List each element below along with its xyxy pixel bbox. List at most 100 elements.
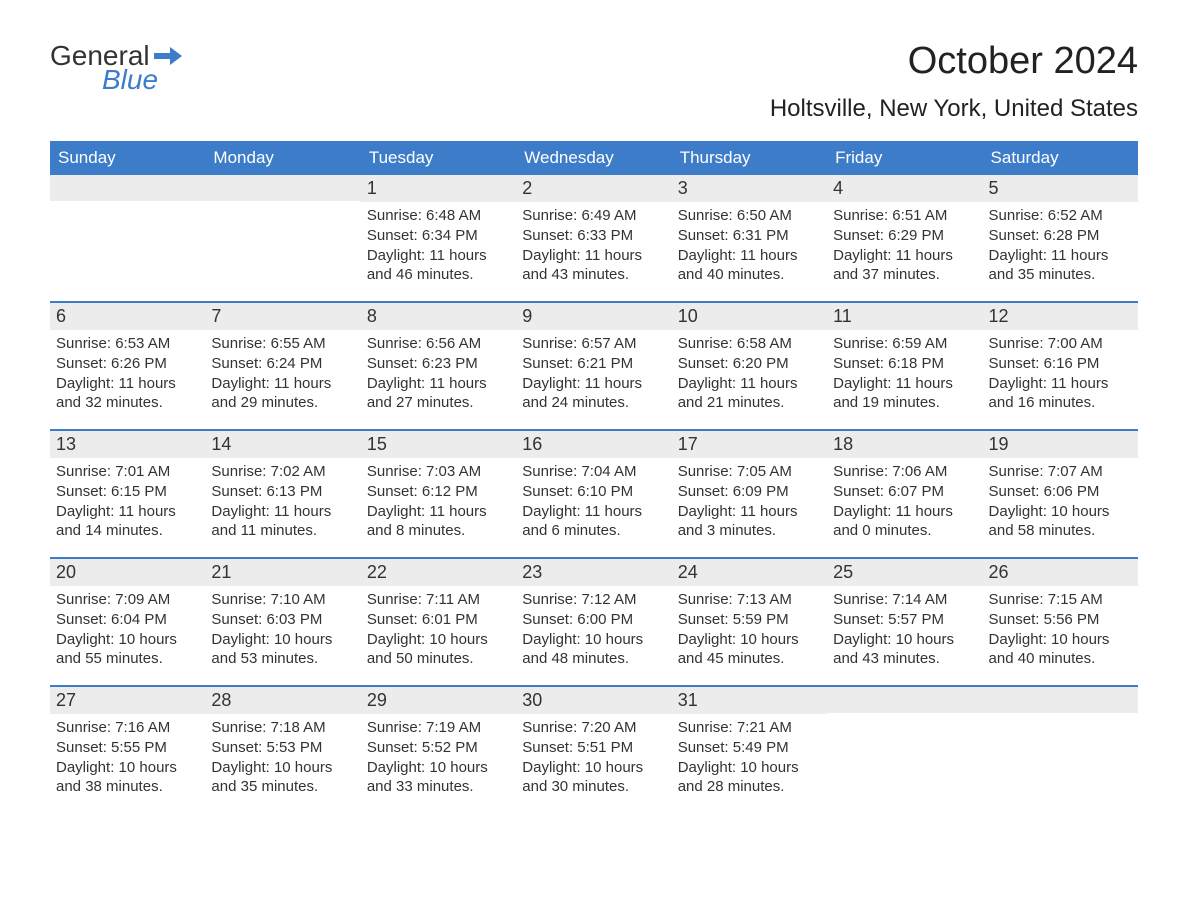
day-data-line: Sunrise: 7:14 AM [833, 590, 976, 610]
day-data: Sunrise: 7:11 AMSunset: 6:01 PMDaylight:… [361, 586, 516, 677]
day-data-line: Sunrise: 6:58 AM [678, 334, 821, 354]
day-number: 30 [516, 687, 671, 714]
day-data: Sunrise: 6:52 AMSunset: 6:28 PMDaylight:… [983, 202, 1138, 293]
day-data-line: and 37 minutes. [833, 265, 976, 285]
day-data-line: Sunset: 6:34 PM [367, 226, 510, 246]
logo-word2: Blue [102, 64, 182, 96]
day-data-line: Sunrise: 7:11 AM [367, 590, 510, 610]
day-data-line: and 30 minutes. [522, 777, 665, 797]
day-data: Sunrise: 7:13 AMSunset: 5:59 PMDaylight:… [672, 586, 827, 677]
day-data-line: and 11 minutes. [211, 521, 354, 541]
day-cell: 13Sunrise: 7:01 AMSunset: 6:15 PMDayligh… [50, 431, 205, 557]
day-data: Sunrise: 7:16 AMSunset: 5:55 PMDaylight:… [50, 714, 205, 805]
day-data-line: Sunset: 5:56 PM [989, 610, 1132, 630]
week-row: 1Sunrise: 6:48 AMSunset: 6:34 PMDaylight… [50, 175, 1138, 301]
day-data-line: Sunrise: 7:05 AM [678, 462, 821, 482]
day-data-line: Sunrise: 7:01 AM [56, 462, 199, 482]
day-data-line: Sunset: 5:51 PM [522, 738, 665, 758]
day-data-line: Sunset: 5:49 PM [678, 738, 821, 758]
title-block: October 2024 Holtsville, New York, Unite… [770, 40, 1138, 123]
day-data-line: Sunset: 6:16 PM [989, 354, 1132, 374]
day-data-line: Sunset: 5:53 PM [211, 738, 354, 758]
day-data: Sunrise: 6:57 AMSunset: 6:21 PMDaylight:… [516, 330, 671, 421]
day-cell: 27Sunrise: 7:16 AMSunset: 5:55 PMDayligh… [50, 687, 205, 813]
day-data-line: and 19 minutes. [833, 393, 976, 413]
day-number: 26 [983, 559, 1138, 586]
day-data-line: Sunset: 6:20 PM [678, 354, 821, 374]
day-data-line: and 43 minutes. [833, 649, 976, 669]
day-number: 18 [827, 431, 982, 458]
day-number [827, 687, 982, 713]
day-data-line: and 35 minutes. [211, 777, 354, 797]
day-number: 12 [983, 303, 1138, 330]
day-data-line: Daylight: 11 hours [211, 502, 354, 522]
day-data-line: Daylight: 11 hours [833, 246, 976, 266]
day-data-line: and 40 minutes. [989, 649, 1132, 669]
day-data-line: and 50 minutes. [367, 649, 510, 669]
day-data-line: and 53 minutes. [211, 649, 354, 669]
day-data-line: Sunset: 6:07 PM [833, 482, 976, 502]
day-number: 24 [672, 559, 827, 586]
day-data: Sunrise: 6:58 AMSunset: 6:20 PMDaylight:… [672, 330, 827, 421]
day-data: Sunrise: 6:48 AMSunset: 6:34 PMDaylight:… [361, 202, 516, 293]
day-data: Sunrise: 7:01 AMSunset: 6:15 PMDaylight:… [50, 458, 205, 549]
day-data-line: Daylight: 11 hours [989, 246, 1132, 266]
day-data-line: Daylight: 10 hours [522, 630, 665, 650]
day-data-line: Daylight: 10 hours [367, 758, 510, 778]
day-data-line: Daylight: 11 hours [833, 374, 976, 394]
day-data-line: and 28 minutes. [678, 777, 821, 797]
day-data: Sunrise: 6:55 AMSunset: 6:24 PMDaylight:… [205, 330, 360, 421]
day-data-line: Daylight: 11 hours [833, 502, 976, 522]
day-cell: 19Sunrise: 7:07 AMSunset: 6:06 PMDayligh… [983, 431, 1138, 557]
day-data-line: and 38 minutes. [56, 777, 199, 797]
day-number: 11 [827, 303, 982, 330]
day-number: 7 [205, 303, 360, 330]
day-number: 19 [983, 431, 1138, 458]
day-header: Monday [205, 141, 360, 175]
day-number: 1 [361, 175, 516, 202]
day-data-line: Daylight: 10 hours [522, 758, 665, 778]
day-data-line: Sunset: 5:59 PM [678, 610, 821, 630]
day-data-line: and 6 minutes. [522, 521, 665, 541]
logo: General Blue [50, 40, 182, 96]
day-data-line: Daylight: 10 hours [989, 502, 1132, 522]
day-data-line: Daylight: 11 hours [678, 502, 821, 522]
day-cell: 5Sunrise: 6:52 AMSunset: 6:28 PMDaylight… [983, 175, 1138, 301]
day-data-line: Sunset: 6:12 PM [367, 482, 510, 502]
day-data: Sunrise: 7:04 AMSunset: 6:10 PMDaylight:… [516, 458, 671, 549]
day-data-line: Sunrise: 7:21 AM [678, 718, 821, 738]
day-data: Sunrise: 6:50 AMSunset: 6:31 PMDaylight:… [672, 202, 827, 293]
day-data-line: Sunset: 5:52 PM [367, 738, 510, 758]
day-header: Friday [827, 141, 982, 175]
day-data-line: Sunrise: 6:52 AM [989, 206, 1132, 226]
day-data-line: Daylight: 10 hours [56, 758, 199, 778]
day-cell: 11Sunrise: 6:59 AMSunset: 6:18 PMDayligh… [827, 303, 982, 429]
day-number: 22 [361, 559, 516, 586]
day-data-line: Sunset: 6:29 PM [833, 226, 976, 246]
day-data-line: Sunrise: 6:48 AM [367, 206, 510, 226]
day-number: 25 [827, 559, 982, 586]
day-data-line: Sunset: 6:15 PM [56, 482, 199, 502]
day-data-line: Sunrise: 7:10 AM [211, 590, 354, 610]
day-cell: 3Sunrise: 6:50 AMSunset: 6:31 PMDaylight… [672, 175, 827, 301]
day-data-line: Sunrise: 7:06 AM [833, 462, 976, 482]
day-header: Tuesday [361, 141, 516, 175]
day-data-line: Sunrise: 7:00 AM [989, 334, 1132, 354]
day-data: Sunrise: 7:19 AMSunset: 5:52 PMDaylight:… [361, 714, 516, 805]
day-cell: 31Sunrise: 7:21 AMSunset: 5:49 PMDayligh… [672, 687, 827, 813]
day-data-line: Daylight: 11 hours [56, 502, 199, 522]
day-data-line: and 27 minutes. [367, 393, 510, 413]
day-cell: 2Sunrise: 6:49 AMSunset: 6:33 PMDaylight… [516, 175, 671, 301]
day-data-line: Sunset: 6:06 PM [989, 482, 1132, 502]
day-data-line: Sunrise: 6:57 AM [522, 334, 665, 354]
day-number: 4 [827, 175, 982, 202]
day-data: Sunrise: 6:49 AMSunset: 6:33 PMDaylight:… [516, 202, 671, 293]
day-data-line: Sunset: 6:01 PM [367, 610, 510, 630]
day-data-line: and 58 minutes. [989, 521, 1132, 541]
day-cell: 15Sunrise: 7:03 AMSunset: 6:12 PMDayligh… [361, 431, 516, 557]
day-number: 17 [672, 431, 827, 458]
day-data-line: Daylight: 11 hours [522, 246, 665, 266]
day-data: Sunrise: 7:21 AMSunset: 5:49 PMDaylight:… [672, 714, 827, 805]
day-number: 8 [361, 303, 516, 330]
day-number: 28 [205, 687, 360, 714]
